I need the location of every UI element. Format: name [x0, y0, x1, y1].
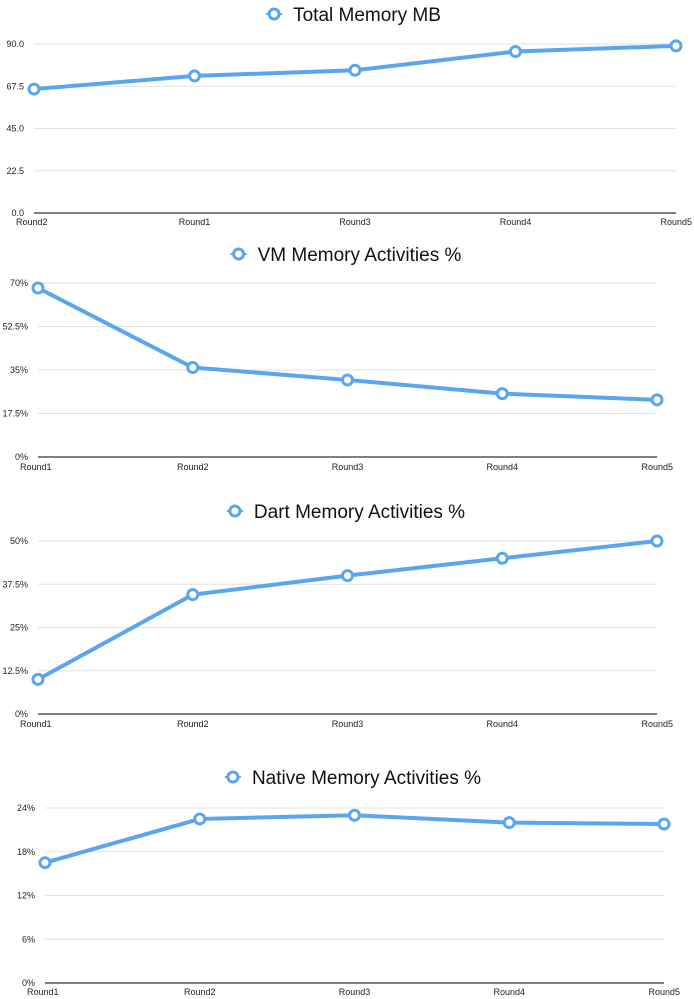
x-tick-label: Round3: [339, 987, 371, 997]
data-point: [38, 856, 52, 870]
data-point: [341, 373, 354, 387]
x-tick-label: Round4: [500, 217, 532, 227]
y-tick-label: 17.5%: [2, 409, 28, 419]
chart-4: Native Memory Activities % 0% 6% 12% 18% 24% R…: [17, 768, 680, 997]
data-point: [650, 393, 664, 407]
y-tick-label: 0.0: [11, 208, 24, 218]
data-point: [348, 63, 362, 77]
x-tick-label: Round2: [177, 719, 209, 729]
x-tick-label: Round2: [177, 462, 209, 472]
chart-title: Dart Memory Activities %: [254, 502, 465, 523]
x-tick-label: Round5: [641, 719, 673, 729]
y-tick-label: 12%: [17, 891, 35, 901]
chart-3: Dart Memory Activities % 0% 12.5% 25% 37.5% 5…: [2, 502, 673, 729]
chart-title: Total Memory MB: [293, 5, 441, 26]
data-point: [193, 812, 207, 826]
data-point: [509, 45, 522, 59]
y-tick-label: 18%: [17, 847, 35, 857]
x-tick-label: Round3: [339, 217, 371, 227]
data-point: [495, 551, 509, 565]
y-tick-label: 0%: [15, 452, 28, 462]
x-tick-label: Round1: [27, 987, 59, 997]
data-point: [31, 672, 45, 686]
chart-title-group: Dart Memory Activities %: [226, 502, 465, 523]
legend-marker-icon: [226, 770, 240, 784]
chart-title-group: Total Memory MB: [266, 5, 441, 26]
x-tick-label: Round4: [486, 462, 518, 472]
data-point: [502, 816, 516, 830]
x-tick-label: Round1: [179, 217, 211, 227]
data-point: [348, 808, 361, 822]
y-tick-label: 22.5: [6, 166, 24, 176]
data-point: [31, 281, 45, 295]
chart-title: Native Memory Activities %: [252, 768, 481, 789]
y-tick-label: 35%: [10, 365, 28, 375]
data-point: [495, 387, 509, 401]
x-tick-label: Round2: [184, 987, 216, 997]
data-point: [669, 39, 683, 53]
x-tick-label: Round2: [16, 217, 48, 227]
x-tick-label: Round3: [332, 462, 364, 472]
y-tick-label: 37.5%: [2, 579, 28, 589]
chart-1: Total Memory MB 0.0 22.5 45.0 67.5 90.0 Round2…: [6, 5, 692, 227]
x-tick-label: Round5: [648, 987, 680, 997]
y-tick-label: 6%: [22, 934, 35, 944]
x-tick-label: Round4: [486, 719, 518, 729]
x-tick-label: Round4: [493, 987, 525, 997]
y-tick-label: 12.5%: [2, 666, 28, 676]
x-tick-label: Round5: [660, 217, 692, 227]
data-point: [186, 361, 200, 375]
x-tick-label: Round5: [641, 462, 673, 472]
x-tick-label: Round1: [20, 719, 52, 729]
chart-title: VM Memory Activities %: [258, 245, 462, 266]
data-point: [657, 817, 671, 831]
legend-marker-icon: [267, 7, 281, 21]
y-tick-label: 0%: [15, 709, 28, 719]
y-tick-label: 45.0: [6, 124, 24, 134]
y-tick-label: 67.5: [6, 81, 24, 91]
data-point: [186, 588, 200, 602]
y-tick-label: 90.0: [6, 39, 24, 49]
legend-marker-icon: [232, 247, 246, 261]
data-point: [188, 69, 201, 83]
data-point: [650, 534, 664, 548]
chart-title-group: Native Memory Activities %: [224, 768, 481, 789]
chart-title-group: VM Memory Activities %: [230, 245, 462, 266]
y-tick-label: 25%: [10, 623, 28, 633]
y-tick-label: 0%: [22, 978, 35, 988]
y-tick-label: 52.5%: [2, 322, 28, 332]
x-tick-label: Round1: [20, 462, 52, 472]
series-line: [36, 539, 659, 682]
y-tick-label: 24%: [17, 803, 35, 813]
series-line: [43, 813, 666, 865]
chart-2: VM Memory Activities % 0% 17.5% 35% 52.5% 70%…: [2, 245, 673, 472]
x-tick-label: Round3: [332, 719, 364, 729]
y-tick-label: 70%: [10, 278, 28, 288]
y-tick-label: 50%: [10, 536, 28, 546]
legend-marker-icon: [228, 504, 242, 518]
data-point: [341, 569, 354, 583]
data-point: [27, 82, 41, 96]
